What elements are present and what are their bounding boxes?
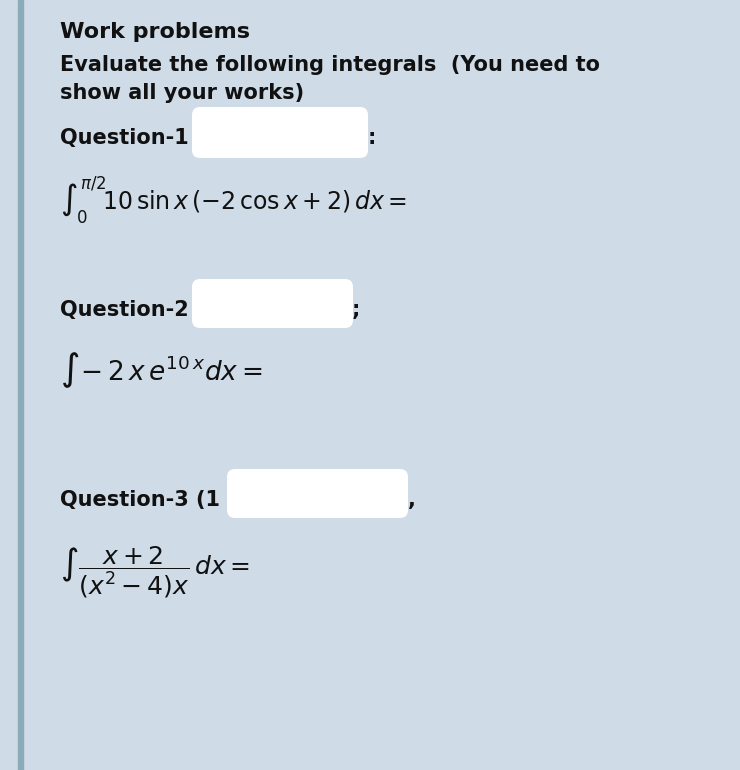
Text: Question-2 (: Question-2 ( [60, 300, 206, 320]
Bar [18, 0, 23, 770]
FancyBboxPatch shape [227, 469, 408, 518]
Text: $\int\dfrac{x+2}{(x^2-4)x}\,dx =$: $\int\dfrac{x+2}{(x^2-4)x}\,dx =$ [60, 545, 250, 600]
Text: show all your works): show all your works) [60, 83, 304, 103]
Text: :: : [368, 128, 377, 148]
Text: ;: ; [352, 300, 360, 320]
Text: Question-1 (: Question-1 ( [60, 128, 206, 148]
Text: Question-3 (1: Question-3 (1 [60, 490, 220, 510]
Text: ,: , [408, 490, 416, 510]
Text: $\int_0^{\pi/2} \!10\,\mathrm{sin}\,x\,(-2\,\mathrm{cos}\,x+2)\,dx =$: $\int_0^{\pi/2} \!10\,\mathrm{sin}\,x\,(… [60, 175, 407, 226]
FancyBboxPatch shape [192, 279, 353, 328]
Text: Work problems: Work problems [60, 22, 250, 42]
Text: $\int\!-2\,x\,e^{10\,x}dx =$: $\int\!-2\,x\,e^{10\,x}dx =$ [60, 350, 263, 390]
FancyBboxPatch shape [192, 107, 368, 158]
Text: Evaluate the following integrals  (You need to: Evaluate the following integrals (You ne… [60, 55, 600, 75]
